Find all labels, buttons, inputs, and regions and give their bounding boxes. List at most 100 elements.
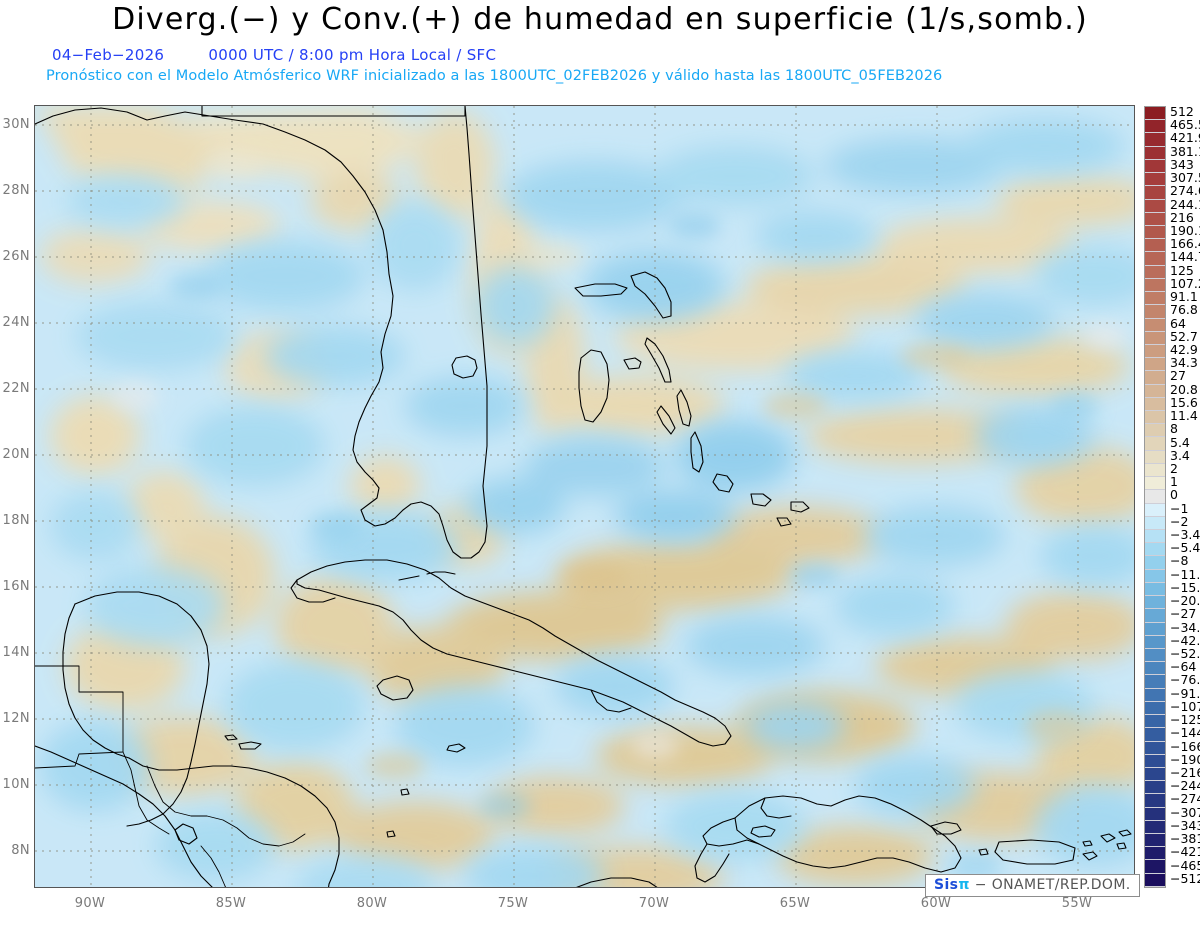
colorbar-swatch	[1145, 424, 1165, 438]
colorbar-swatch	[1145, 186, 1165, 200]
colorbar-tick-label: 11.4	[1170, 408, 1198, 424]
coast-honduras-caribbean	[128, 757, 340, 885]
colorbar-swatch	[1145, 225, 1165, 240]
colorbar-swatch	[1145, 133, 1165, 147]
colorbar-tick-label: −512	[1170, 870, 1200, 886]
colorbar-tick-label: 15.6	[1170, 394, 1198, 410]
colorbar-swatch	[1145, 873, 1165, 887]
lon-tick-60w: 60W	[920, 896, 952, 911]
colorbar-tick-label: 274.6	[1170, 183, 1200, 199]
coast-yucatan-east	[74, 591, 210, 827]
colorbar-swatch	[1145, 847, 1165, 861]
colorbar-swatch	[1145, 860, 1165, 874]
model-tagline: Pronóstico con el Modelo Atmósferico WRF…	[46, 68, 943, 84]
colorbar-swatch	[1145, 107, 1165, 121]
forecast-date: 04−Feb−2026	[52, 46, 165, 64]
map-svg	[35, 106, 1134, 887]
lake-okeechobee	[451, 355, 478, 379]
colorbar-tick-label: −421	[1170, 844, 1200, 860]
lat-tick-22n: 22N	[2, 381, 30, 396]
colorbar-tick-label: 2	[1170, 460, 1178, 476]
coast-florida-east	[464, 106, 488, 543]
colorbar-swatch	[1145, 212, 1165, 226]
island-cat	[676, 389, 692, 427]
colorbar-tick-label: 244.1	[1170, 196, 1200, 212]
colorbar-swatch	[1145, 239, 1165, 253]
colorbar-swatch	[1145, 411, 1165, 425]
colorbar-swatch	[1145, 834, 1165, 848]
colorbar-swatch	[1145, 781, 1165, 795]
colorbar-swatch	[1145, 358, 1165, 372]
island-anguilla	[1118, 829, 1132, 837]
colorbar-swatch	[1145, 530, 1165, 544]
attribution-org: ONAMET/REP.DOM.	[991, 877, 1131, 893]
domain-inset-top	[201, 106, 466, 117]
colorbar-tick-label: −107	[1170, 698, 1200, 714]
colorbar-tick-label: −343	[1170, 817, 1200, 833]
colorbar-swatch	[1145, 715, 1165, 729]
lon-tick-55w: 55W	[1061, 896, 1093, 911]
attribution-separator: −	[974, 877, 987, 893]
colorbar-swatch	[1145, 556, 1165, 570]
colorbar-tick-label: 20.8	[1170, 381, 1198, 397]
colorbar-swatch	[1145, 675, 1165, 689]
colorbar-tick-label: −76.8	[1170, 672, 1200, 688]
coast-cuba-west-tip	[290, 579, 336, 603]
colorbar-tick-label: −91.1	[1170, 685, 1200, 701]
forecast-datetime-line: 04−Feb−2026 0000 UTC / 8:00 pm Hora Loca…	[52, 46, 496, 64]
lat-tick-8n: 8N	[11, 843, 30, 858]
lat-tick-28n: 28N	[2, 183, 30, 198]
map-canvas[interactable]	[34, 105, 1135, 888]
lat-tick-26n: 26N	[2, 249, 30, 264]
colorbar-tick-label: 190.1	[1170, 222, 1200, 238]
colorbar-tick-label: 42.9	[1170, 341, 1198, 357]
colorbar-tick-label: 91.1	[1170, 289, 1198, 305]
island-jamaica	[576, 877, 658, 887]
island-turks-caicos	[790, 501, 810, 513]
colorbar-tick-label: 76.8	[1170, 302, 1198, 318]
haiti-south-tip	[694, 843, 730, 883]
colorbar-tick-label: −34.3	[1170, 619, 1200, 635]
page-title: Diverg.(−) y Conv.(+) de humedad en supe…	[112, 2, 1088, 37]
lon-tick-70w: 70W	[638, 896, 670, 911]
island-abaco	[630, 271, 672, 319]
colorbar-tick-label: 307.5	[1170, 170, 1200, 186]
colorbar[interactable]	[1144, 106, 1166, 888]
colorbar-swatch	[1145, 199, 1165, 213]
colorbar-swatch	[1145, 582, 1165, 597]
island-roatan	[238, 741, 262, 750]
colorbar-tick-label: 3.4	[1170, 447, 1190, 463]
border-mexico-guatemala	[35, 665, 124, 769]
colorbar-tick-label: −465	[1170, 857, 1200, 873]
colorbar-tick-label: −2	[1170, 513, 1189, 529]
colorbar-swatch	[1145, 516, 1165, 530]
island-crooked	[712, 473, 734, 493]
colorbar-tick-label: 1	[1170, 474, 1178, 490]
dr-samana-peninsula	[930, 821, 962, 835]
coast-cuba-south-bay	[590, 689, 632, 713]
island-andros	[578, 349, 610, 423]
colorbar-tick-label: −125	[1170, 712, 1200, 728]
colorbar-tick-label: −307	[1170, 804, 1200, 820]
island-grand-bahama	[574, 283, 628, 297]
colorbar-tick-label: −8	[1170, 553, 1189, 569]
lon-tick-90w: 90W	[74, 896, 106, 911]
colorbar-labels: 512465.5421.9381.1343307.5274.6244.12161…	[1170, 100, 1200, 900]
island-mona	[978, 848, 989, 856]
island-st-thomas	[1100, 833, 1116, 843]
lon-tick-65w: 65W	[779, 896, 811, 911]
colorbar-swatch	[1145, 490, 1165, 504]
colorbar-swatch	[1145, 463, 1165, 478]
colorbar-tick-label: 125	[1170, 262, 1194, 278]
colorbar-swatch	[1145, 820, 1165, 835]
colorbar-swatch	[1145, 662, 1165, 676]
colorbar-tick-label: −190	[1170, 751, 1200, 767]
coast-yucatan-west	[62, 603, 130, 759]
colorbar-swatch	[1145, 807, 1165, 821]
colorbar-swatch	[1145, 159, 1165, 174]
lat-tick-18n: 18N	[2, 513, 30, 528]
lat-tick-24n: 24N	[2, 315, 30, 330]
island-cuba	[296, 559, 732, 747]
lat-tick-14n: 14N	[2, 645, 30, 660]
